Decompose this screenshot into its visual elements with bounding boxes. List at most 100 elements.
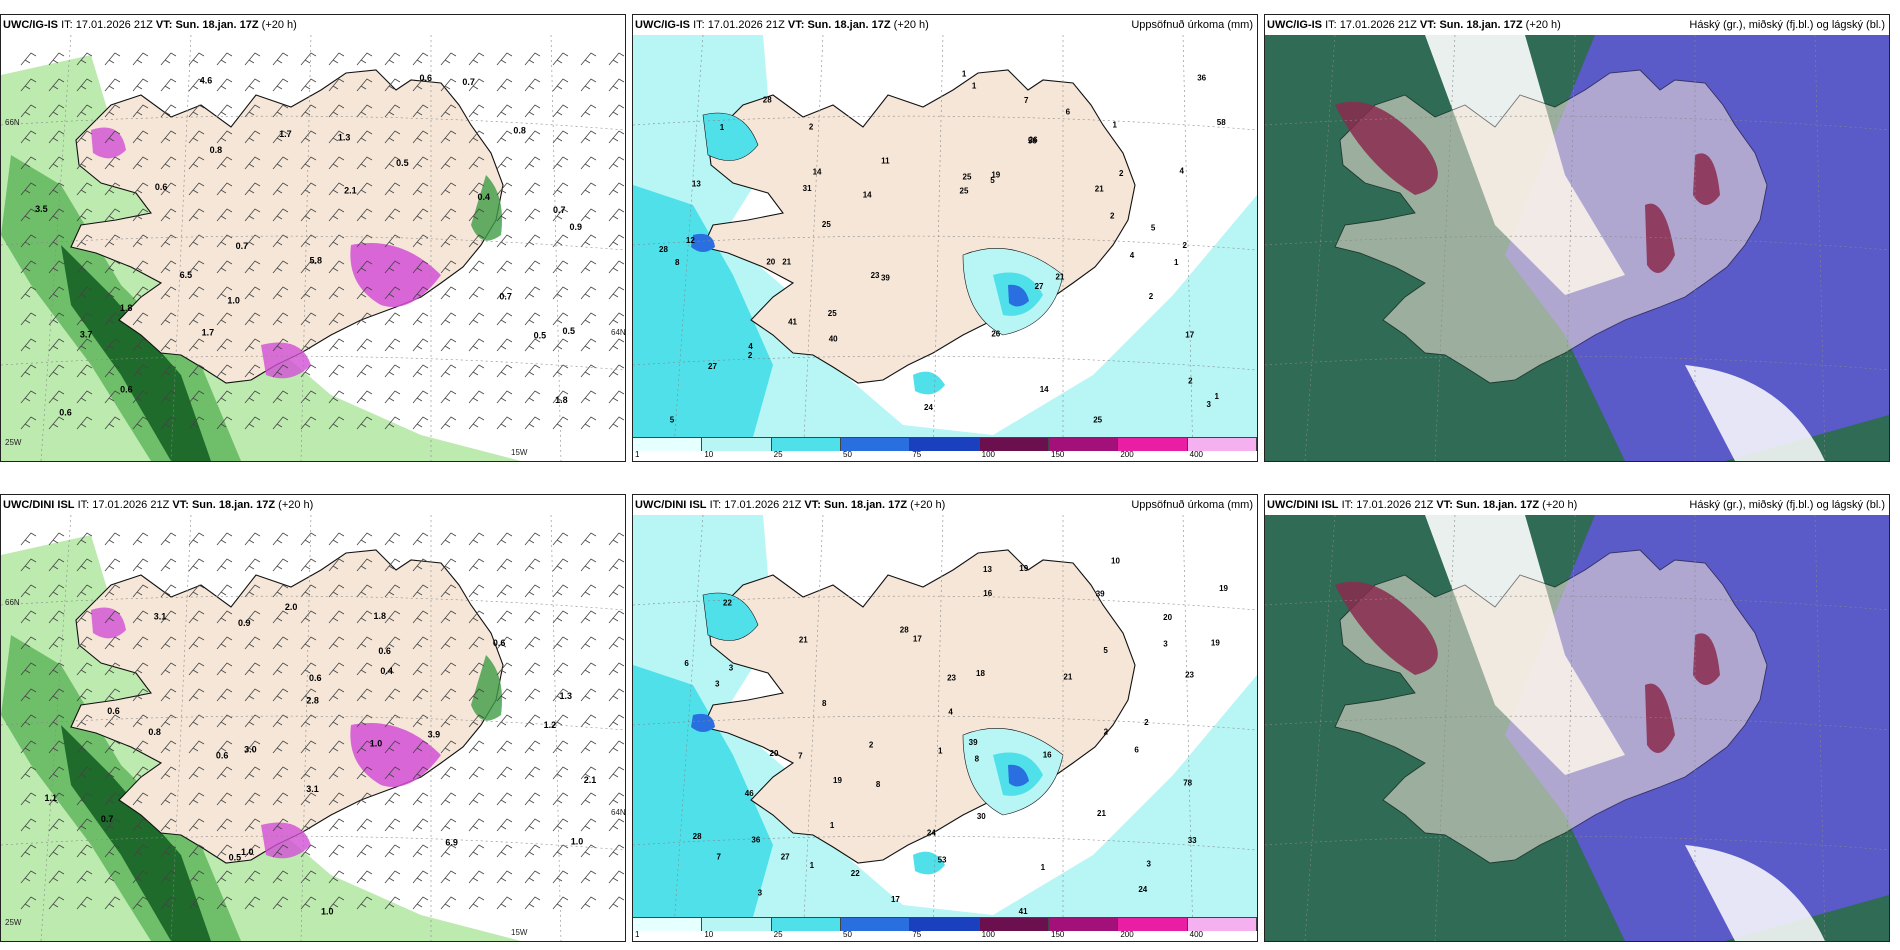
value-label: 39 bbox=[881, 274, 890, 283]
value-label: 7 bbox=[717, 852, 722, 861]
wind-barb bbox=[20, 260, 37, 274]
wind-barb bbox=[328, 338, 345, 352]
value-label: 4 bbox=[1130, 251, 1135, 260]
value-label: 0.7 bbox=[553, 205, 566, 215]
wind-barb bbox=[160, 766, 177, 780]
wind-barb bbox=[328, 610, 345, 624]
wind-barb bbox=[524, 688, 541, 702]
colorbar-swatch bbox=[702, 917, 772, 931]
wind-barb bbox=[48, 156, 65, 170]
wind-barb bbox=[300, 766, 317, 780]
wind-barb bbox=[160, 558, 177, 572]
colorbar-tick-label: 10 bbox=[704, 450, 714, 459]
wind-barb bbox=[300, 390, 317, 404]
wind-barb bbox=[356, 610, 373, 624]
wind-barb bbox=[216, 156, 233, 170]
value-label: 5 bbox=[1103, 646, 1108, 655]
graticule-line bbox=[1265, 355, 1889, 371]
wind-barb bbox=[412, 182, 429, 196]
wind-barb bbox=[440, 766, 457, 780]
wind-barb bbox=[216, 818, 233, 832]
wind-barb bbox=[76, 818, 93, 832]
wind-barb bbox=[244, 766, 261, 780]
value-label: 13 bbox=[692, 179, 701, 188]
wind-barb bbox=[272, 636, 289, 650]
wind-barb bbox=[188, 792, 205, 806]
graticule-line bbox=[1265, 715, 1889, 731]
wind-barb bbox=[244, 286, 261, 300]
wind-barb bbox=[524, 844, 541, 858]
wind-barb bbox=[384, 78, 401, 92]
wind-barb bbox=[468, 870, 485, 884]
value-label: 1 bbox=[810, 861, 815, 870]
value-label: 14 bbox=[1040, 385, 1049, 394]
wind-barb bbox=[20, 870, 37, 884]
wind-barb bbox=[496, 714, 513, 728]
wind-barb bbox=[412, 104, 429, 118]
wind-barb bbox=[244, 130, 261, 144]
panel-dini-cloud: UWC/DINI ISL IT: 17.01.2026 21Z VT: Sun.… bbox=[1264, 494, 1890, 942]
value-label: 25 bbox=[963, 173, 972, 182]
wind-barb bbox=[300, 130, 317, 144]
wind-barb bbox=[160, 286, 177, 300]
wind-barb bbox=[524, 312, 541, 326]
value-label: 3.1 bbox=[306, 784, 319, 794]
wind-barb bbox=[524, 182, 541, 196]
wind-barb bbox=[580, 740, 597, 754]
wind-barb bbox=[412, 740, 429, 754]
precip-area-high bbox=[691, 233, 715, 252]
value-label: 0.5 bbox=[563, 326, 576, 336]
wind-barb bbox=[48, 610, 65, 624]
wind-barb bbox=[132, 662, 149, 676]
grid-label: 15W bbox=[511, 928, 528, 937]
wind-barb bbox=[608, 688, 625, 702]
value-label: 1.8 bbox=[120, 303, 133, 313]
wind-barb bbox=[608, 104, 625, 118]
wind-barb bbox=[188, 260, 205, 274]
colorbar-swatch bbox=[1049, 917, 1119, 931]
wind-barb bbox=[132, 312, 149, 326]
colorbar-swatch bbox=[841, 437, 911, 451]
panel-dini-precip: UWC/DINI ISL IT: 17.01.2026 21Z VT: Sun.… bbox=[632, 494, 1258, 942]
wind-barb bbox=[440, 182, 457, 196]
wind-barb bbox=[384, 390, 401, 404]
wind-barb bbox=[132, 416, 149, 430]
wind-barb bbox=[188, 338, 205, 352]
wind-barb bbox=[468, 636, 485, 650]
wind-barb bbox=[216, 870, 233, 884]
value-label: 1.0 bbox=[370, 738, 383, 748]
wind-barb bbox=[216, 364, 233, 378]
wind-barb bbox=[580, 286, 597, 300]
wind-barb bbox=[216, 234, 233, 248]
wind-barb bbox=[244, 662, 261, 676]
wind-barb bbox=[496, 766, 513, 780]
value-label: 41 bbox=[788, 318, 797, 327]
wind-barb bbox=[412, 844, 429, 858]
value-label: 21 bbox=[1095, 184, 1104, 193]
wind-barb bbox=[468, 610, 485, 624]
wind-barb bbox=[384, 182, 401, 196]
wind-barb bbox=[160, 364, 177, 378]
value-label: 24 bbox=[1138, 885, 1147, 894]
wind-barb bbox=[132, 610, 149, 624]
value-label: 24 bbox=[924, 403, 933, 412]
colorbar-swatch bbox=[979, 437, 1049, 451]
wind-barb bbox=[356, 312, 373, 326]
wind-barb bbox=[496, 636, 513, 650]
wind-barb bbox=[580, 610, 597, 624]
wind-barb bbox=[188, 636, 205, 650]
value-label: 16 bbox=[1043, 751, 1052, 760]
wind-barb bbox=[328, 870, 345, 884]
wind-barb bbox=[20, 844, 37, 858]
wind-barb bbox=[440, 636, 457, 650]
wind-barb bbox=[188, 558, 205, 572]
wind-barb bbox=[48, 52, 65, 66]
wind-barb bbox=[328, 182, 345, 196]
wind-barb bbox=[524, 610, 541, 624]
wind-barb bbox=[300, 52, 317, 66]
wind-barb bbox=[412, 610, 429, 624]
value-label: 21 bbox=[1097, 809, 1106, 818]
value-label: 6.5 bbox=[180, 270, 193, 280]
wind-barb bbox=[552, 662, 569, 676]
wind-barb bbox=[412, 818, 429, 832]
